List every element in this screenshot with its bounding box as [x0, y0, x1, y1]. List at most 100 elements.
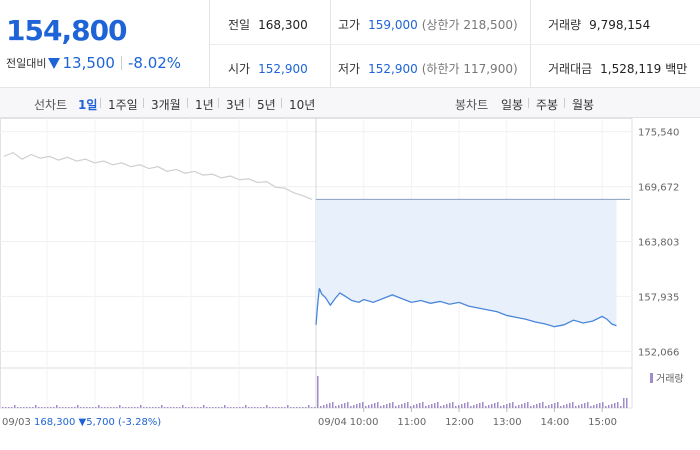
volume-bar [254, 407, 256, 408]
divider [564, 98, 565, 108]
prev-close-cell: 전일 168,300 [228, 16, 308, 33]
volume-bar [290, 407, 292, 408]
change-row: 전일대비 13,500 -8.02% [6, 54, 181, 72]
open-cell: 시가 152,900 [228, 60, 308, 77]
volume-bar [251, 407, 253, 408]
volume-bar [368, 405, 370, 408]
lower-limit: (하한가 117,900) [421, 62, 518, 76]
volume-bar [530, 406, 532, 408]
volume-bar [389, 403, 391, 408]
volume-bar [434, 403, 436, 408]
volume-bar [365, 406, 367, 408]
volume-bar [74, 407, 76, 408]
volume-bar [35, 405, 37, 408]
tab-period-1y[interactable]: 1년 [195, 98, 214, 112]
volume-bar [362, 402, 364, 408]
volume-bar [152, 407, 154, 408]
volume-bar [563, 405, 565, 408]
candle-chart-label: 봉차트 [455, 98, 489, 112]
volume-bar [515, 406, 517, 408]
tab-period-3m[interactable]: 3개월 [151, 98, 181, 112]
tab-period-3y[interactable]: 3년 [226, 98, 245, 112]
prev-close-value: 168,300 [258, 18, 308, 32]
y-tick-label: 163,803 [638, 238, 679, 249]
volume-bar [410, 406, 412, 408]
tab-monthly-candle[interactable]: 월봉 [572, 98, 595, 112]
tab-period-5y[interactable]: 5년 [257, 98, 276, 112]
volume-bar [284, 407, 286, 408]
volume-bar [59, 407, 61, 408]
volume-bar [614, 403, 616, 408]
volume-bar [80, 407, 82, 408]
volume-bar [212, 407, 214, 408]
volume-bar [494, 403, 496, 408]
y-tick-label: 175,540 [638, 128, 679, 139]
volume-bar [395, 406, 397, 408]
volume-bar [110, 407, 112, 408]
volume-bar [101, 407, 103, 408]
volume-bar [398, 405, 400, 408]
volume-bar [299, 407, 301, 408]
price-chart: 175,540 169,672 163,803 157,935 152,066 거래량 09… [0, 118, 684, 428]
volume-bar [452, 402, 454, 408]
volume-bar [191, 407, 193, 408]
volume-bar [215, 407, 217, 408]
volume-bar [443, 405, 445, 408]
volume-bar [440, 406, 442, 408]
volume-bar [119, 405, 121, 408]
low-cell: 저가 152,900 (하한가 117,900) [338, 60, 518, 77]
volume-bar [296, 407, 298, 408]
volume-bar [407, 402, 409, 408]
volume-bar [569, 403, 571, 408]
volume-bar [383, 405, 385, 408]
volume-bar [509, 403, 511, 408]
volume-bar [335, 406, 337, 408]
volume-bar [425, 406, 427, 408]
upper-limit: (상한가 218,500) [421, 18, 518, 32]
open-label: 시가 [228, 62, 251, 76]
volume-bar [593, 405, 595, 408]
volume-bar [428, 405, 430, 408]
volume-bar [143, 407, 145, 408]
volume-bar [68, 407, 70, 408]
tab-weekly-candle[interactable]: 주봉 [536, 98, 559, 112]
volume-bar [233, 407, 235, 408]
volume-bar [161, 405, 163, 408]
volume-bar [602, 402, 604, 408]
volume-bar [83, 407, 85, 408]
prev-day-line [3, 151, 313, 200]
volume-legend-swatch [650, 373, 653, 383]
volume-bar [182, 405, 184, 408]
volume-bar [431, 404, 433, 408]
tab-period-1w[interactable]: 1주일 [108, 98, 138, 112]
volume-bar [308, 405, 310, 408]
amount-unit: 백만 [665, 62, 688, 76]
volume-bar [272, 407, 274, 408]
volume-bar [302, 407, 304, 408]
volume-bar [596, 404, 598, 408]
volume-bar [173, 407, 175, 408]
volume-bar [248, 407, 250, 408]
volume-bar [155, 407, 157, 408]
volume-bar [305, 407, 307, 408]
tab-daily-candle[interactable]: 일봉 [501, 98, 524, 112]
down-triangle-icon [48, 57, 61, 69]
volume-bar [275, 407, 277, 408]
volume-bar [560, 406, 562, 408]
volume-bar [131, 407, 133, 408]
volume-bar [278, 407, 280, 408]
volume-bar [314, 407, 316, 408]
line-chart-label: 선차트 [34, 98, 68, 112]
volume-bar [386, 404, 388, 408]
tab-period-1d[interactable]: 1일 [78, 98, 98, 112]
volume-bar [11, 407, 13, 408]
volume-bar [230, 407, 232, 408]
volume-bar [620, 406, 622, 408]
tab-period-10y[interactable]: 10년 [289, 98, 316, 112]
volume-bar [536, 404, 538, 408]
volume-bar [26, 407, 28, 408]
today-date-label: 09/04 [318, 417, 347, 428]
volume-bar [263, 407, 265, 408]
volume-bar [377, 402, 379, 408]
volume-bar [47, 407, 49, 408]
